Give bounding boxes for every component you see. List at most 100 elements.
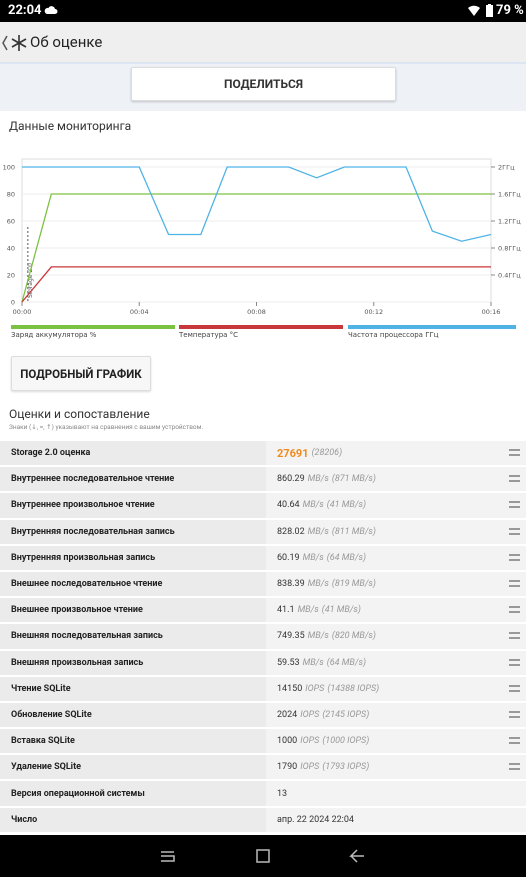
table-row: Внешняя произвольная запись 59.53 MB/s (64 …	[0, 650, 526, 677]
row-compare: (41 MB/s)	[326, 500, 366, 511]
nav-bar	[0, 835, 526, 877]
home-button[interactable]	[256, 849, 270, 863]
row-label: Вставка SQLite	[11, 736, 75, 747]
row-label: Внутренняя произвольная запись	[11, 552, 156, 563]
row-menu[interactable]	[509, 527, 520, 535]
row-compare: (820 MB/s)	[331, 631, 376, 642]
table-row: Внешняя последовательная запись 749.35 MB/…	[0, 624, 526, 651]
row-unit: MB/s	[307, 474, 329, 485]
score-table: Storage 2.0 оценка 27691 (28206) Внутреннее…	[0, 441, 526, 834]
row-label-cell: Внешнее произвольное чтение	[0, 598, 266, 623]
y2-tick-label: 0.4ГГц	[498, 272, 521, 280]
row-menu[interactable]	[509, 658, 520, 666]
row-label: Внешнее последовательное чтение	[11, 579, 163, 590]
table-row: Внешнее произвольное чтение 41.1 MB/s (41 M…	[0, 598, 526, 625]
row-value-cell: 59.53 MB/s (64 MB/s)	[266, 650, 526, 675]
row-value-cell: 1790 IOPS (1793 IOPS)	[266, 755, 526, 780]
row-value-cell: апр. 22 2024 22:04	[266, 807, 526, 832]
row-value: 40.64	[277, 500, 300, 511]
wifi-battery-icons	[468, 4, 493, 17]
row-label-cell: Число	[0, 807, 266, 832]
nav-icons	[161, 849, 364, 863]
chart: 0 20 40 60 80 100 0.4ГГц 0.8ГГц 1.2ГГц 1.6ГГц 2ГГц…	[3, 158, 521, 339]
row-compare: (819 MB/s)	[331, 579, 376, 590]
row-menu[interactable]	[509, 449, 520, 456]
row-label-cell: Внутренняя произвольная запись	[0, 545, 266, 570]
title: Об оценке	[30, 33, 103, 51]
status-bar: 22:04 79 %	[0, 0, 526, 22]
row-menu[interactable]	[509, 475, 520, 483]
row-compare: (64 MB/s)	[326, 552, 366, 563]
clock: 22:04	[8, 3, 42, 18]
section-title: Данные мониторинга	[9, 119, 132, 133]
row-value: 749.35	[277, 631, 305, 642]
y-tick-label: 60	[7, 218, 15, 226]
row-value: 838.39	[277, 579, 305, 590]
series-line	[22, 166, 492, 242]
table-row: Обновление SQLite 2024 IOPS (2145 IOPS)	[0, 702, 526, 730]
row-label: Storage 2.0 оценка	[11, 448, 91, 459]
note: Знаки (↓, ≈, ↑) указывают на сравнения с…	[9, 423, 204, 431]
row-menu[interactable]	[509, 710, 520, 718]
x-tick-label: 00:04	[130, 308, 149, 316]
table-row: Внешнее последовательное чтение 838.39 MB/…	[0, 571, 526, 599]
row-label-cell: Чтение SQLite	[0, 676, 266, 701]
row-unit: IOPS	[305, 683, 325, 694]
detail-button[interactable]: ПОДРОБНЫЙ ГРАФИК	[11, 356, 151, 391]
y2-tick-label: 1.2ГГц	[498, 218, 521, 226]
row-value: 27691	[277, 446, 309, 460]
x-tick-label: 00:00	[13, 308, 32, 316]
row-value: 13	[277, 788, 288, 799]
y2-tick-label: 2ГГц	[498, 164, 515, 172]
row-label: Внутреннее произвольное чтение	[11, 500, 155, 511]
recents-button[interactable]	[161, 851, 175, 862]
row-label-cell: Версия операционной системы	[0, 781, 266, 806]
marker-label: Storage 2.0	[27, 263, 34, 298]
legend-swatch	[348, 325, 516, 329]
row-value-cell: 860.29 MB/s (871 MB/s)	[266, 467, 526, 492]
cloud-icon	[44, 6, 58, 14]
row-value-cell: 13	[266, 781, 526, 806]
row-label: Обновление SQLite	[11, 709, 92, 720]
row-value: 860.29	[277, 474, 305, 485]
share-button[interactable]: ПОДЕЛИТЬСЯ	[131, 67, 396, 101]
table-row: Удаление SQLite 1790 IOPS (1793 IOPS)	[0, 755, 526, 782]
row-label: Внутренняя последовательная запись	[11, 526, 175, 537]
row-unit: MB/s	[302, 500, 324, 511]
row-compare: (1793 IOPS)	[322, 762, 370, 773]
back-logo[interactable]	[2, 33, 28, 53]
row-unit: MB/s	[307, 579, 329, 590]
plot-area	[21, 158, 492, 303]
row-compare: (41 MB/s)	[321, 605, 361, 616]
row-menu[interactable]	[509, 763, 520, 771]
row-value: 14150	[277, 683, 303, 694]
row-label-cell: Внешняя последовательная запись	[0, 624, 266, 649]
row-value-cell: 838.39 MB/s (819 MB/s)	[266, 571, 526, 597]
row-label: Версия операционной системы	[11, 788, 145, 799]
row-compare: (811 MB/s)	[331, 526, 376, 537]
table-row: Число апр. 22 2024 22:04	[0, 807, 526, 834]
back-button[interactable]	[349, 849, 364, 863]
section-title: Оценки и сопоставление	[9, 407, 150, 421]
row-menu[interactable]	[509, 632, 520, 640]
y-tick-label: 100	[3, 164, 15, 172]
row-menu[interactable]	[509, 737, 520, 745]
battery-level: 79 %	[496, 3, 524, 18]
row-menu[interactable]	[509, 606, 520, 614]
row-menu[interactable]	[509, 684, 520, 692]
row-value: 60.19	[277, 552, 300, 563]
row-unit: MB/s	[307, 526, 329, 537]
row-label-cell: Внешняя произвольная запись	[0, 650, 266, 675]
row-menu[interactable]	[509, 501, 520, 509]
row-menu[interactable]	[509, 553, 520, 561]
row-label-cell: Внутреннее последовательное чтение	[0, 467, 266, 492]
row-compare: (871 MB/s)	[331, 474, 376, 485]
row-menu[interactable]	[509, 579, 520, 587]
table-row: Вставка SQLite 1000 IOPS (1000 IOPS)	[0, 729, 526, 756]
x-tick-label: 00:12	[364, 308, 383, 316]
table-row: Внутренняя произвольная запись 60.19 MB/s(…	[0, 545, 526, 572]
legend-label: Температура °C	[178, 331, 238, 339]
row-compare: (2145 IOPS)	[322, 709, 370, 720]
y2-tick-label: 1.6ГГц	[498, 191, 521, 199]
